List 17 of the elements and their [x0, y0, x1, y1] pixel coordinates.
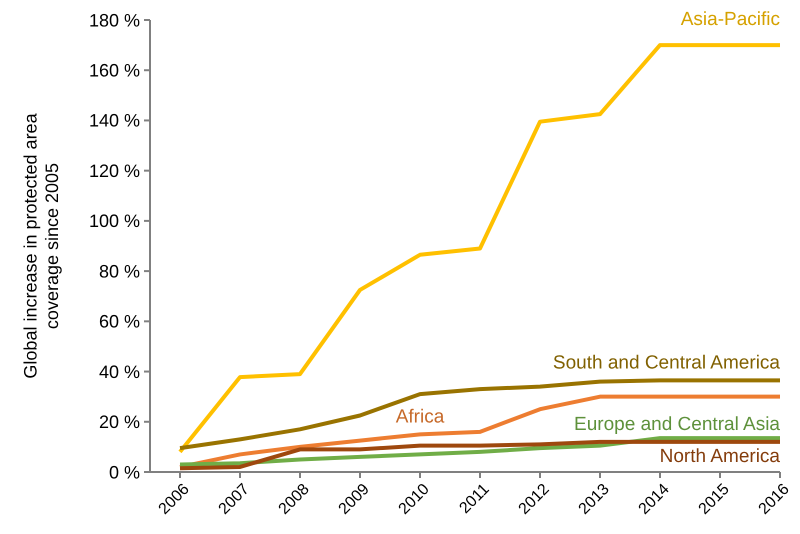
y-tick-label: 60 %: [98, 312, 140, 332]
series-label: Europe and Central Asia: [574, 414, 780, 436]
y-tick-label: 0 %: [108, 462, 140, 482]
y-tick-label: 160 %: [88, 60, 140, 81]
line-series: [178, 394, 782, 469]
y-tick-label: 20 %: [98, 412, 140, 432]
series-label: North America: [660, 446, 780, 467]
y-tick-label: 180 %: [88, 10, 140, 30]
series-label: Africa: [396, 406, 445, 428]
y-tick-label: 100 %: [88, 211, 140, 232]
y-tick-label: 80 %: [98, 261, 140, 282]
y-tick-label: 140 %: [88, 110, 140, 131]
y-axis-title: Global increase in protected area coverage since 2005: [20, 112, 62, 379]
series-label: Asia-Pacific: [680, 9, 780, 30]
series-label: South and Central America: [552, 352, 780, 374]
y-tick-label: 40 %: [98, 362, 140, 382]
y-tick-label: 120 %: [88, 160, 140, 181]
